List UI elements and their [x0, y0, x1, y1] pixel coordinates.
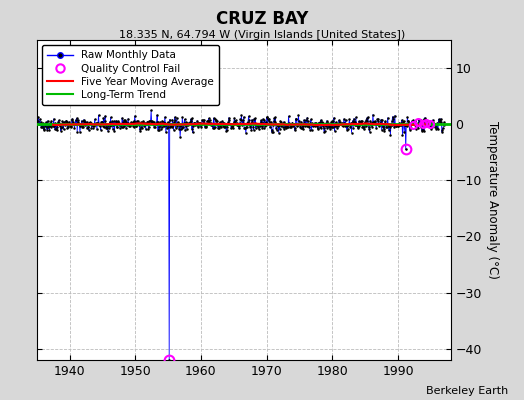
- Legend: Raw Monthly Data, Quality Control Fail, Five Year Moving Average, Long-Term Tren: Raw Monthly Data, Quality Control Fail, …: [42, 45, 220, 105]
- Y-axis label: Temperature Anomaly (°C): Temperature Anomaly (°C): [486, 121, 498, 279]
- Text: CRUZ BAY: CRUZ BAY: [216, 10, 308, 28]
- Text: Berkeley Earth: Berkeley Earth: [426, 386, 508, 396]
- Text: 18.335 N, 64.794 W (Virgin Islands [United States]): 18.335 N, 64.794 W (Virgin Islands [Unit…: [119, 30, 405, 40]
